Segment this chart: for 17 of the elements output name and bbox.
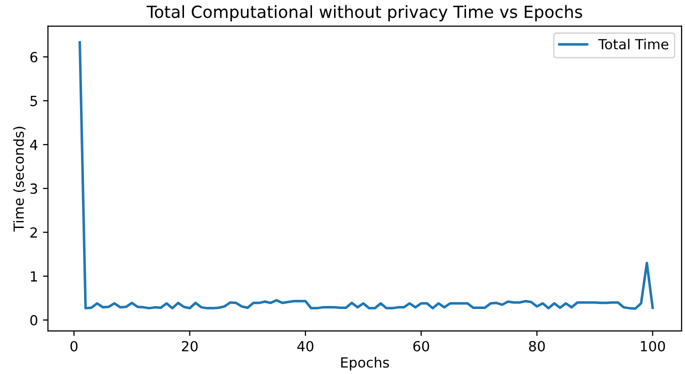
legend-label: Total Time bbox=[598, 38, 668, 50]
x-tick-label: 100 bbox=[640, 340, 665, 352]
y-axis-title: Time (seconds) bbox=[13, 126, 26, 232]
x-axis-title: Epochs bbox=[341, 356, 389, 370]
y-tick-label: 1 bbox=[30, 271, 37, 282]
y-tick-label: 6 bbox=[30, 52, 38, 62]
y-tick-label: 2 bbox=[30, 227, 37, 238]
y-tick-label: 3 bbox=[30, 183, 38, 194]
y-tick-label: 4 bbox=[30, 140, 38, 150]
y-tick-label: 0 bbox=[30, 314, 38, 326]
x-tick-label: 0 bbox=[70, 340, 78, 352]
chart-title: Total Computational without privacy Time vs Epochs bbox=[146, 5, 582, 22]
y-tick-label: 5 bbox=[30, 96, 38, 106]
x-tick-label: 80 bbox=[529, 340, 545, 352]
x-tick-label: 60 bbox=[413, 340, 430, 352]
x-tick-label: 40 bbox=[297, 340, 314, 352]
x-tick-label: 20 bbox=[182, 340, 198, 352]
